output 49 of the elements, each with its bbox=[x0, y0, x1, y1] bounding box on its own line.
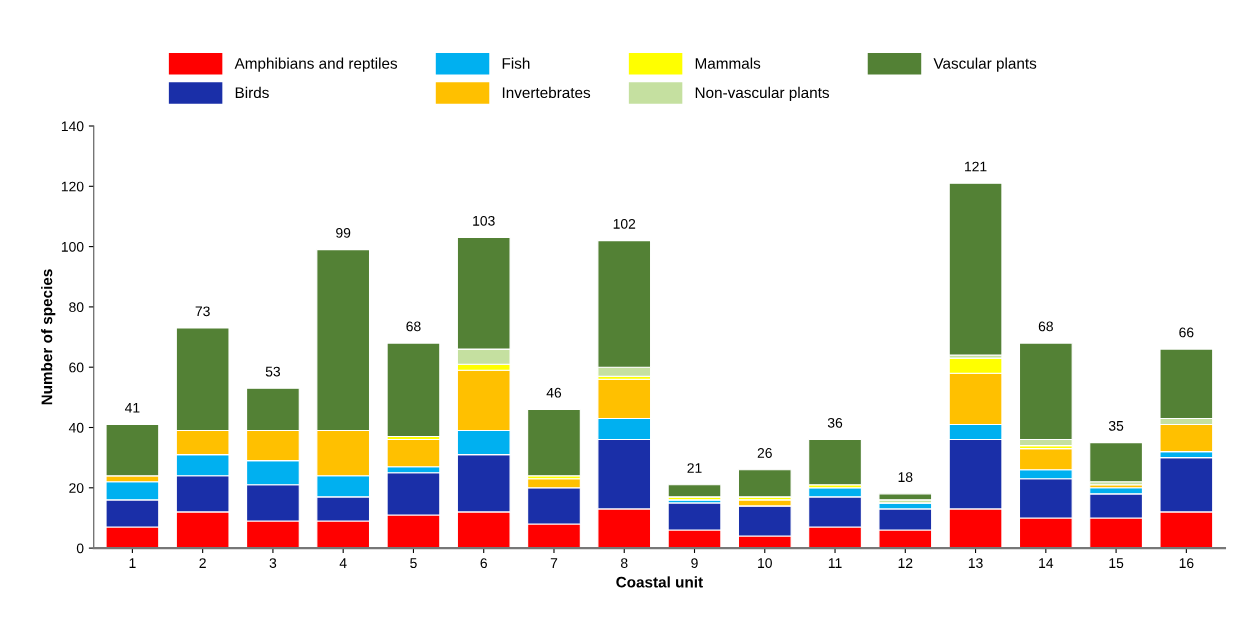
legend-label: Birds bbox=[235, 86, 269, 99]
total-label: 121 bbox=[965, 161, 987, 172]
total-label: 41 bbox=[124, 403, 140, 413]
y-tick-label: 100 bbox=[61, 241, 84, 252]
y-tick-label: 0 bbox=[76, 543, 84, 554]
x-tick-label: 3 bbox=[269, 558, 277, 569]
y-tick-label: 40 bbox=[68, 422, 84, 433]
x-tick-label: 6 bbox=[480, 558, 487, 569]
x-tick-label: 15 bbox=[1109, 558, 1124, 569]
y-axis-title: Number of species bbox=[41, 269, 56, 405]
y-tick-label: 20 bbox=[69, 483, 84, 493]
x-tick-label: 1 bbox=[129, 558, 136, 568]
total-label: 66 bbox=[1179, 327, 1194, 338]
x-tick-label: 13 bbox=[968, 558, 983, 569]
total-label: 46 bbox=[546, 387, 562, 398]
y-tick-label: 60 bbox=[69, 362, 84, 373]
legend-label: Amphibians and reptiles bbox=[234, 57, 398, 72]
x-tick-label: 8 bbox=[620, 558, 628, 569]
total-label: 68 bbox=[1038, 321, 1053, 332]
total-label: 103 bbox=[473, 215, 495, 226]
x-tick-label: 16 bbox=[1179, 558, 1194, 569]
x-tick-label: 11 bbox=[828, 558, 842, 568]
legend-label: Non-vascular plants bbox=[695, 86, 830, 102]
legend-label: Invertebrates bbox=[502, 86, 591, 99]
x-tick-label: 7 bbox=[550, 558, 558, 568]
x-axis-title: Coastal unit bbox=[616, 576, 703, 588]
x-tick-label: 10 bbox=[758, 558, 772, 569]
total-label: 21 bbox=[687, 463, 702, 473]
y-tick-label: 120 bbox=[61, 181, 84, 192]
y-tick-label: 80 bbox=[69, 302, 84, 313]
total-label: 53 bbox=[265, 366, 281, 377]
x-tick-label: 14 bbox=[1039, 558, 1054, 568]
legend-label: Vascular plants bbox=[933, 57, 1037, 72]
x-tick-label: 2 bbox=[199, 558, 206, 568]
legend-label: Mammals bbox=[695, 57, 761, 69]
x-tick-label: 4 bbox=[339, 558, 347, 568]
total-label: 26 bbox=[757, 448, 772, 458]
total-label: 102 bbox=[613, 218, 636, 229]
x-tick-label: 9 bbox=[691, 558, 698, 569]
x-tick-label: 12 bbox=[898, 558, 913, 568]
legend-label: Fish bbox=[502, 57, 530, 69]
total-label: 18 bbox=[898, 472, 913, 483]
total-label: 99 bbox=[336, 227, 351, 238]
y-tick-label: 140 bbox=[61, 121, 84, 132]
total-label: 36 bbox=[827, 417, 843, 428]
x-tick-label: 5 bbox=[410, 558, 417, 569]
total-label: 35 bbox=[1108, 420, 1124, 431]
total-label: 68 bbox=[406, 321, 421, 332]
total-label: 73 bbox=[195, 306, 210, 317]
